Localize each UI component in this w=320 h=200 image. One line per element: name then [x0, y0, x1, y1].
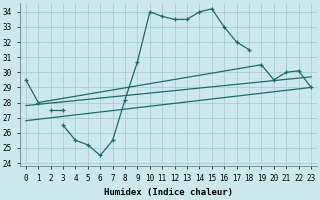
X-axis label: Humidex (Indice chaleur): Humidex (Indice chaleur) — [104, 188, 233, 197]
